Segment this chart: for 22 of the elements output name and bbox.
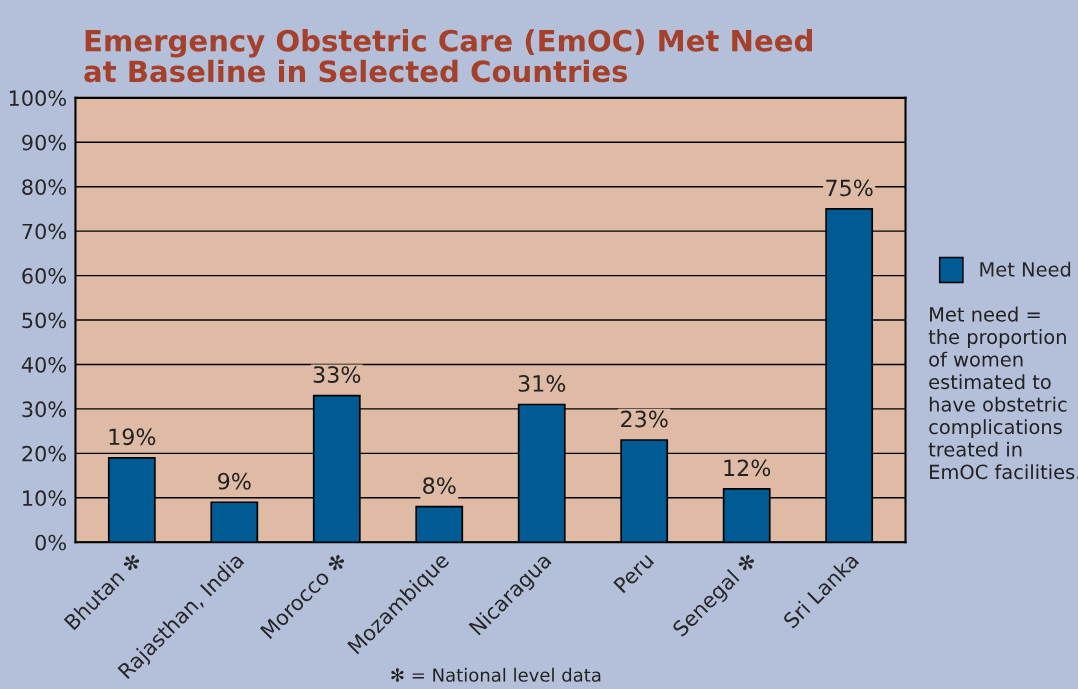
text: 19% bbox=[109, 428, 156, 446]
y-tick-label: 10% bbox=[23, 490, 66, 507]
y-tick-label: 40% bbox=[21, 356, 66, 373]
text: 12% bbox=[724, 459, 771, 477]
y-tick-label: 90% bbox=[22, 134, 66, 151]
y-tick-label: 20% bbox=[22, 445, 66, 462]
y-tick-label: 100% bbox=[9, 90, 66, 107]
y-tick-label: 80% bbox=[22, 179, 66, 195]
y-tick-label: 0% bbox=[35, 534, 66, 551]
y-tick-label: 60% bbox=[22, 268, 66, 284]
y-tick-label: 30% bbox=[22, 401, 66, 418]
text: 9% bbox=[218, 472, 251, 490]
text: 75% bbox=[826, 179, 873, 197]
text: 31% bbox=[518, 375, 566, 392]
text: 23% bbox=[621, 410, 668, 428]
chart-title: Emergency Obstetric Care (EmOC) Met Need at Baseline in Selected Countries bbox=[84, 29, 812, 83]
text: 8% bbox=[423, 477, 456, 495]
legend-label: Met Need bbox=[980, 261, 1071, 277]
y-tick-label: 50% bbox=[22, 312, 66, 329]
text: 33% bbox=[313, 366, 361, 383]
text: ✻ = National level data bbox=[391, 667, 601, 682]
y-tick-label: 70% bbox=[22, 223, 66, 240]
